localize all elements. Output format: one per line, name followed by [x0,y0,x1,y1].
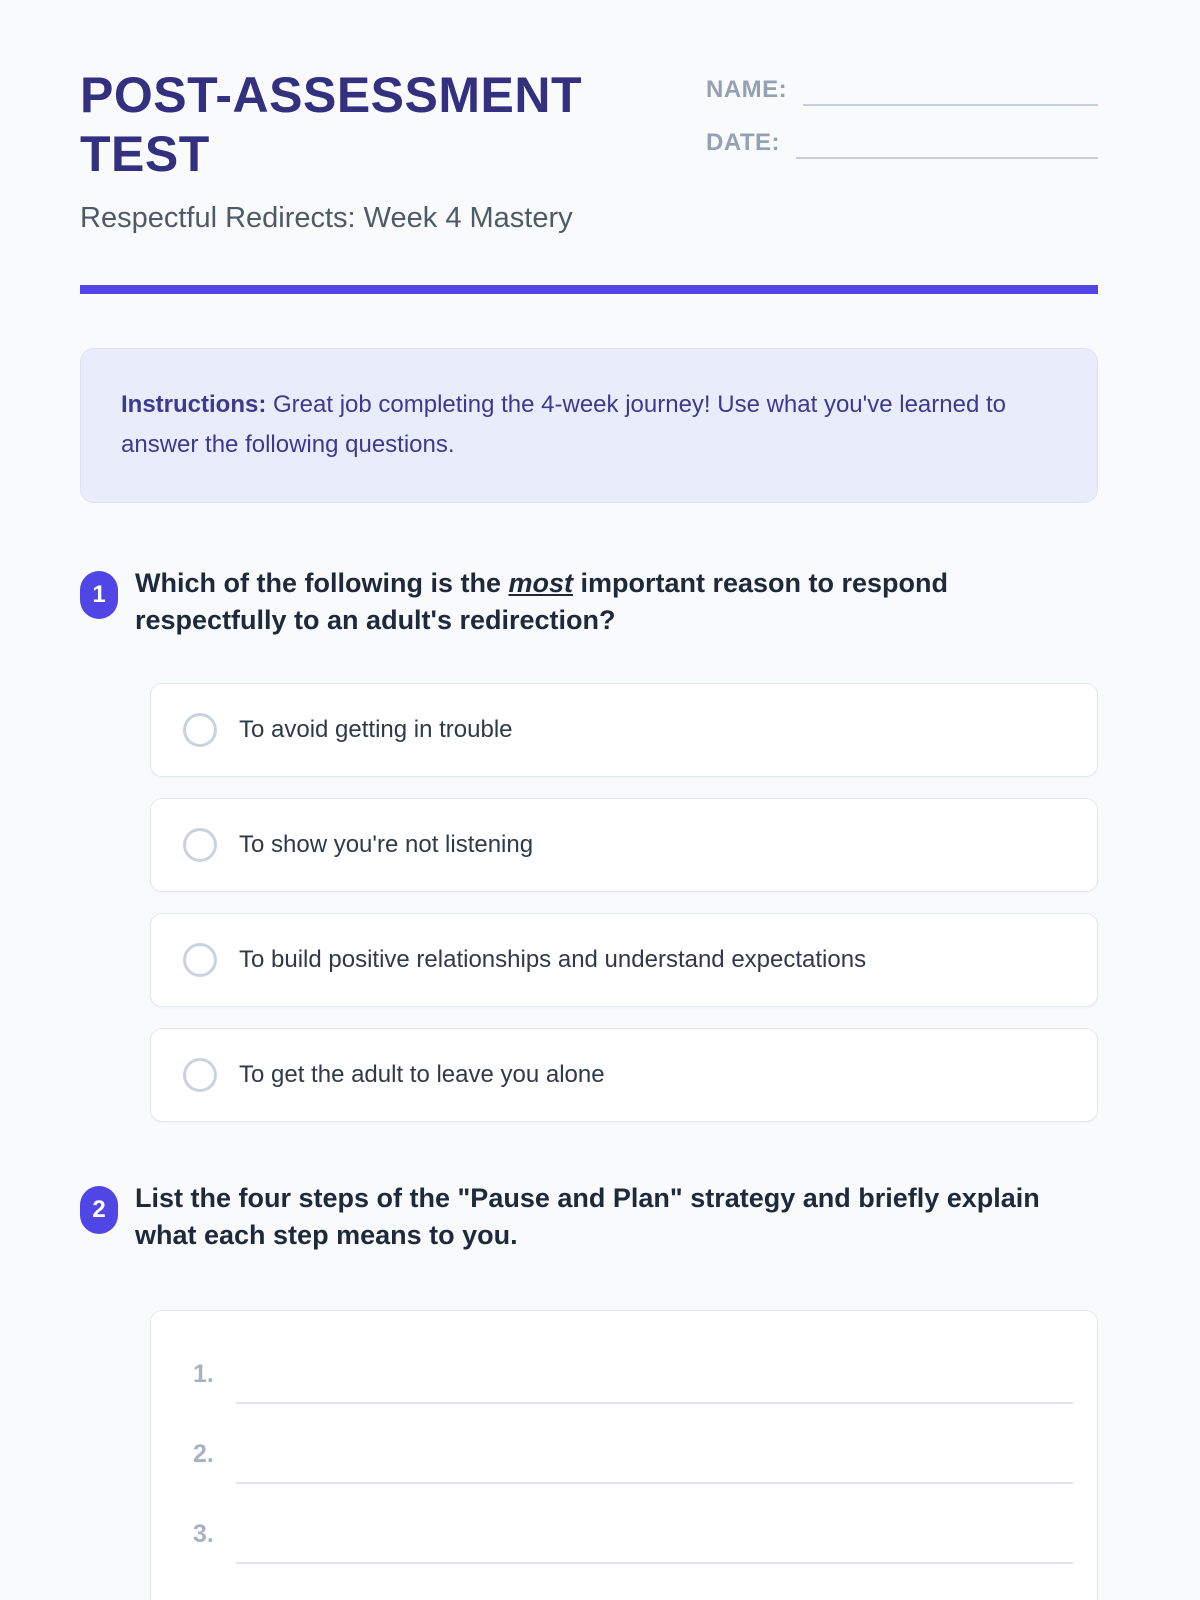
radio-button-icon[interactable] [183,943,217,978]
instructions-label: Instructions: [121,391,267,418]
instructions-box: Instructions: Great job completing the 4… [80,348,1098,503]
answer-blank-row-2: 2. [193,1404,1073,1484]
answer-blank-row-1: 1. [193,1324,1073,1404]
page-title: POST-ASSESSMENT TEST [80,67,583,182]
name-date-block: NAME: DATE: [706,76,1098,235]
question-1-text-before: Which of the following is the [135,567,509,598]
question-1-number-badge: 1 [80,570,118,619]
question-2-answer-card: 1. 2. 3. 4. [150,1309,1098,1600]
instructions-text: Great job completing the 4-week journey!… [121,391,1006,459]
blank-number: 1. [193,1359,214,1388]
question-1-options: To avoid getting in trouble To show you'… [150,683,1098,1123]
name-input-line[interactable] [803,76,1098,106]
option-label: To get the adult to leave you alone [239,1061,605,1089]
option-card-4[interactable]: To get the adult to leave you alone [150,1028,1098,1123]
question-1-text: Which of the following is the most impor… [135,565,1045,640]
answer-write-line[interactable] [235,1401,1073,1404]
name-row: NAME: [706,76,1098,106]
answer-blank-row-3: 3. [193,1484,1073,1564]
accent-divider [80,285,1098,294]
date-label: DATE: [706,129,781,156]
option-card-3[interactable]: To build positive relationships and unde… [150,913,1098,1008]
radio-button-icon[interactable] [183,1058,217,1093]
question-2-text: List the four steps of the "Pause and Pl… [135,1183,1040,1251]
question-1: 1 Which of the following is the most imp… [80,565,1098,640]
question-2: 2 List the four steps of the "Pause and … [80,1180,1098,1255]
name-label: NAME: [706,76,788,103]
answer-write-line[interactable] [235,1561,1073,1564]
option-card-1[interactable]: To avoid getting in trouble [150,683,1098,778]
option-card-2[interactable]: To show you're not listening [150,798,1098,893]
answer-blank-row-4: 4. [193,1564,1073,1600]
question-2-number-badge: 2 [80,1186,118,1235]
header-title-block: POST-ASSESSMENT TEST Respectful Redirect… [80,66,680,235]
question-1-text-after: important reason to respond respectfully… [135,567,949,635]
page-subtitle: Respectful Redirects: Week 4 Mastery [80,202,573,234]
option-label: To avoid getting in trouble [239,716,513,744]
radio-button-icon[interactable] [183,713,217,748]
answer-write-line[interactable] [235,1481,1073,1484]
question-1-emphasis: most [508,567,573,598]
date-row: DATE: [706,129,1098,159]
radio-button-icon[interactable] [183,828,217,863]
blank-number: 2. [193,1439,214,1468]
option-label: To build positive relationships and unde… [239,946,867,974]
date-input-line[interactable] [796,129,1098,159]
header: POST-ASSESSMENT TEST Respectful Redirect… [80,66,1098,235]
option-label: To show you're not listening [239,831,534,859]
blank-number: 3. [193,1519,214,1548]
